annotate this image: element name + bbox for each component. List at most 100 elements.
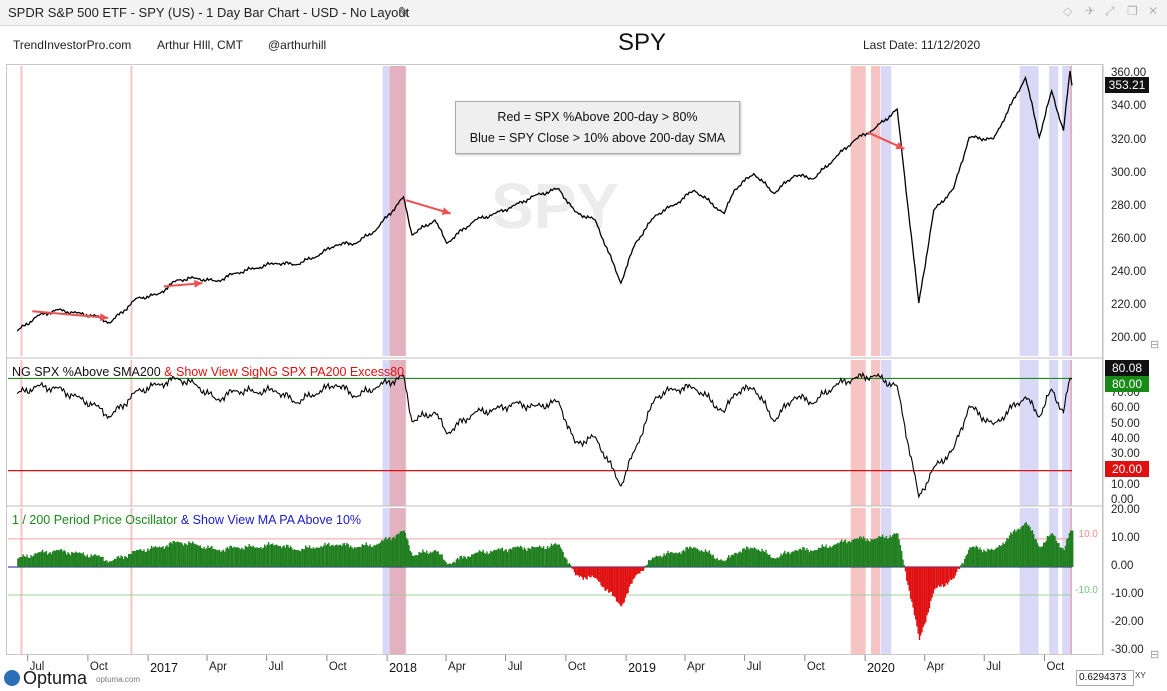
osc-bar-88 — [130, 553, 132, 567]
osc-bar-595 — [781, 555, 784, 567]
osc-bar-740 — [967, 549, 970, 567]
blue-band-1-panel2 — [880, 360, 892, 506]
osc-bar-297 — [399, 531, 401, 567]
red-band-1-panel3 — [130, 508, 133, 654]
osc-bar-266 — [359, 547, 361, 567]
osc-bar-643 — [843, 540, 845, 567]
annotation-legend[interactable]: Red = SPX %Above 200-day > 80% Blue = SP… — [455, 101, 740, 154]
osc-bar-543 — [715, 559, 717, 567]
osc-bar-494 — [651, 557, 654, 567]
osc-bar-407 — [540, 547, 542, 567]
chart-footer: Optuma optuma.com — [0, 665, 1167, 691]
legend-line-red: Red = SPX %Above 200-day > 80% — [497, 110, 698, 124]
osc-bar-332 — [444, 560, 446, 567]
osc-bar-294 — [395, 535, 397, 567]
osc-bar-726 — [949, 567, 951, 580]
osc-bar-310 — [415, 555, 418, 567]
osc-bar-84 — [125, 556, 127, 567]
osc-bar-759 — [992, 549, 994, 567]
osc-bar-308 — [413, 556, 415, 567]
osc-bar-52 — [84, 555, 86, 567]
zoom-ratio-field[interactable]: 0.6294373 — [1076, 670, 1134, 686]
osc-bar-630 — [826, 547, 829, 567]
osc-bar-576 — [757, 549, 759, 567]
pencil-icon[interactable]: ✎ — [398, 4, 410, 20]
trend-arrow-head-2 — [441, 207, 451, 215]
osc-bar-151 — [211, 546, 213, 567]
osc-bar-751 — [982, 552, 984, 567]
osc-bar-127 — [180, 542, 182, 567]
osc-bar-258 — [348, 547, 351, 567]
expand-icon[interactable]: ⤢ — [1105, 4, 1115, 18]
osc-bar-784 — [1024, 523, 1026, 567]
osc-bar-551 — [725, 560, 727, 567]
diamond-icon[interactable]: ◇ — [1063, 4, 1073, 18]
osc-bar-300 — [403, 530, 405, 567]
trend-arrow-head-1 — [194, 279, 203, 288]
osc-bar-646 — [847, 541, 849, 567]
osc-bar-693 — [907, 567, 909, 585]
osc-bar-110 — [158, 546, 160, 567]
osc-bar-337 — [450, 564, 452, 567]
pct-last-tag: 80.08 — [1105, 360, 1149, 376]
osc-bar-813 — [1060, 547, 1063, 567]
osc-bar-702 — [918, 567, 921, 640]
osc-bar-347 — [463, 555, 465, 567]
osc-bar-805 — [1050, 533, 1052, 567]
osc-ytick: 0.00 — [1111, 559, 1134, 572]
osc-bar-674 — [883, 537, 885, 567]
osc-bar-119 — [170, 541, 172, 567]
osc-bar-721 — [943, 567, 945, 588]
osc-bar-468 — [618, 567, 620, 604]
osc-bar-157 — [218, 549, 221, 567]
osc-bar-336 — [449, 563, 451, 567]
panel2-title[interactable]: NG SPX %Above SMA200 & Show View SigNG S… — [12, 365, 404, 379]
osc-bar-794 — [1036, 543, 1039, 567]
panel3-title[interactable]: 1 / 200 Period Price Oscillator & Show V… — [12, 513, 361, 527]
osc-bar-75 — [114, 558, 116, 567]
osc-bar-619 — [812, 550, 815, 567]
osc-bar-478 — [631, 567, 633, 584]
osc-bar-587 — [771, 558, 773, 567]
osc-bar-129 — [182, 545, 185, 567]
osc-bar-769 — [1005, 541, 1007, 567]
osc-bar-680 — [890, 536, 893, 567]
price-ytick: 200.00 — [1111, 332, 1147, 345]
osc-bar-432 — [572, 567, 574, 570]
osc-bar-83 — [124, 556, 126, 567]
osc-bar-400 — [531, 546, 533, 567]
osc-bar-177 — [244, 545, 247, 567]
osc-bar-309 — [414, 555, 416, 567]
osc-bar-283 — [381, 540, 383, 567]
osc-bar-42 — [71, 551, 73, 567]
osc-bar-179 — [247, 547, 249, 567]
last-date-label: Last Date: 11/12/2020 — [863, 38, 981, 52]
close-icon[interactable]: ✕ — [1148, 4, 1159, 18]
osc-bar-333 — [445, 562, 447, 567]
osc-bar-730 — [954, 567, 957, 576]
osc-bar-181 — [249, 545, 252, 567]
blue-band-1-panel3 — [880, 508, 892, 654]
osc-bar-582 — [765, 549, 767, 567]
osc-bar-86 — [128, 554, 130, 567]
osc-bar-609 — [799, 548, 801, 567]
osc-bar-767 — [1002, 542, 1004, 567]
osc-bar-819 — [1068, 533, 1071, 567]
collapse-panel-icon-2[interactable]: ⊟ — [1150, 649, 1160, 661]
xy-toggle[interactable]: XY — [1135, 671, 1146, 680]
collapse-panel-icon[interactable]: ⊟ — [1150, 339, 1160, 351]
pin-icon[interactable]: ✈ — [1085, 4, 1096, 18]
blue-band-4-panel3 — [1062, 508, 1072, 654]
osc-bar-412 — [546, 546, 549, 567]
osc-bar-558 — [734, 552, 736, 567]
osc-bar-411 — [545, 548, 547, 567]
osc-bar-134 — [189, 542, 191, 567]
osc-bar-632 — [829, 546, 831, 567]
restore-icon[interactable]: ❐ — [1127, 4, 1138, 18]
blue-band-1-panel1 — [880, 66, 892, 356]
osc-bar-475 — [627, 567, 629, 593]
osc-bar-731 — [956, 567, 958, 572]
osc-bar-368 — [490, 550, 492, 567]
osc-bar-80 — [120, 555, 122, 567]
